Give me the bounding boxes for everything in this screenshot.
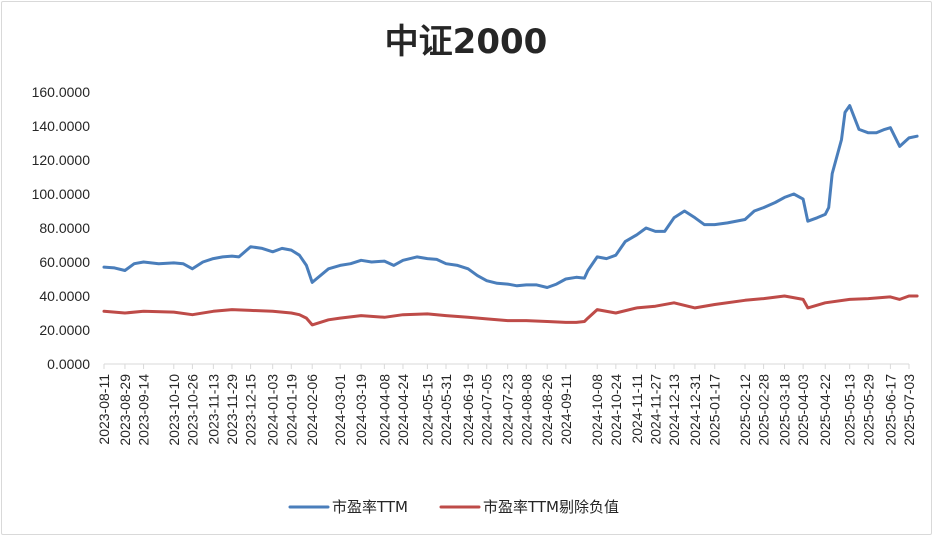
x-tick-label: 2024-12-13 [666,374,682,446]
legend-label: 市盈率TTM [332,498,408,516]
x-tick-label: 2024-11-11 [629,374,645,444]
x-tick-label: 2024-01-03 [265,374,281,446]
y-tick-label: 100.0000 [32,186,91,202]
y-tick-label: 80.0000 [39,220,90,236]
y-tick-label: 0.0000 [47,356,90,372]
legend-label: 市盈率TTM剔除负值 [483,498,619,516]
x-tick-label: 2025-01-17 [707,374,723,446]
x-tick-label: 2023-11-29 [224,374,240,445]
x-tick-label: 2023-10-26 [184,374,200,446]
x-tick-label: 2025-02-12 [737,374,753,446]
x-tick-label: 2024-04-08 [376,374,392,446]
x-tick-label: 2024-07-23 [500,374,516,446]
y-tick-label: 20.0000 [39,322,90,338]
x-tick-label: 2024-07-05 [479,374,495,446]
x-tick-label: 2025-05-13 [842,374,858,446]
x-tick-label: 2024-08-08 [518,374,534,446]
series-lines [102,104,919,327]
x-tick-label: 2024-05-31 [438,374,454,446]
x-tick-label: 2025-04-03 [795,374,811,446]
chart-title: 中证2000 [385,22,548,62]
series-line-pe-ttm [102,104,919,289]
x-tick-label: 2023-08-11 [96,374,112,445]
y-tick-label: 60.0000 [39,254,90,270]
x-tick-label: 2024-12-31 [687,374,703,446]
y-tick-label: 140.0000 [32,118,91,134]
x-tick-label: 2025-03-18 [777,374,793,446]
x-tick-label: 2024-11-27 [647,374,663,445]
x-tick-label: 2024-03-01 [332,374,348,446]
x-tick-label: 2024-08-26 [539,374,555,446]
y-tick-label: 40.0000 [39,288,90,304]
y-tick-label: 160.0000 [32,84,91,100]
x-tick-label: 2024-09-11 [558,374,574,445]
x-tick-label: 2025-05-29 [860,374,876,446]
x-tick-label: 2023-12-15 [243,374,259,446]
x-tick-label: 2024-03-19 [353,374,369,446]
x-tick-label: 2025-07-03 [901,374,917,446]
x-tick-label: 2025-04-22 [817,374,833,446]
x-tick-label: 2024-05-15 [419,374,435,446]
x-tick-label: 2024-10-08 [589,374,605,446]
x-tick-label: 2023-10-10 [166,374,182,446]
x-tick-label: 2023-11-13 [205,374,221,445]
legend: 市盈率TTM 市盈率TTM剔除负值 [288,498,619,516]
y-tick-label: 120.0000 [32,152,91,168]
x-tick-label: 2023-09-14 [136,374,152,446]
x-tick-label: 2025-02-28 [756,374,772,446]
series-line-pe-ttm-excl-negative [102,294,919,327]
x-tick-label: 2023-08-29 [117,374,133,446]
x-tick-label: 2024-01-19 [283,374,299,446]
x-tick-label: 2024-06-19 [460,374,476,446]
y-axis: 0.0000 20.0000 40.0000 60.0000 80.0000 100.00… [32,84,91,372]
x-tick-label: 2024-02-06 [304,374,320,446]
x-tick-label: 2024-10-24 [608,374,624,446]
x-tick-label: 2025-06-17 [882,374,898,446]
x-axis: 2023-08-11 2023-08-29 2023-09-14 2023-10-10… [96,363,917,446]
x-tick-label: 2024-04-24 [395,374,411,446]
